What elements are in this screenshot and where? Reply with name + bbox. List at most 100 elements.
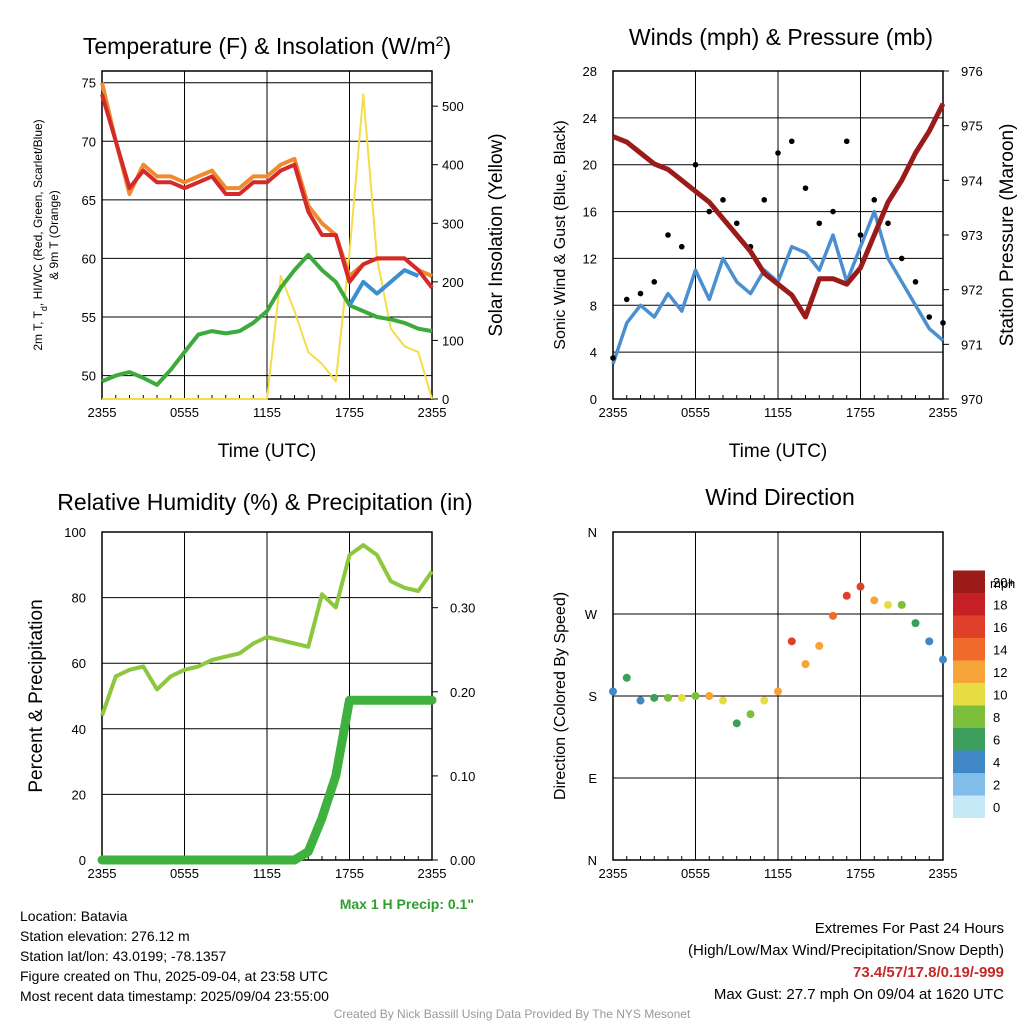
temp-ylabel-right: Solar Insolation (Yellow): [486, 133, 507, 336]
rh-panel: Relative Humidity (%) & Precipitation (i…: [26, 489, 475, 881]
rh-y2tick-label: 0.10: [450, 769, 475, 784]
extremes-fields: (High/Low/Max Wind/Precipitation/Snow De…: [688, 942, 1004, 959]
winds-gust-point: [775, 150, 781, 156]
colorbar-swatch: [953, 728, 985, 751]
rh-xtick-label: 1155: [253, 866, 281, 881]
winds-gust-point: [857, 232, 864, 238]
winds-gust-point: [678, 243, 685, 250]
winds-xtick-label: 1155: [764, 405, 792, 420]
wdir-xtick-label: 0555: [681, 866, 710, 881]
temp-xtick-label: 0555: [170, 405, 199, 420]
wdir-ytick-label: N: [588, 853, 597, 868]
temp-series-line: [101, 252, 433, 387]
winds-gust-point: [720, 197, 726, 203]
wdir-xtick-label: 1755: [846, 866, 875, 881]
colorbar-swatch: [953, 593, 985, 616]
rh-xtick-label: 2355: [88, 866, 117, 881]
winds-xtick-label: 0555: [681, 405, 710, 420]
winds-gust-point: [788, 138, 795, 145]
winds-ytick-label: 12: [583, 251, 597, 266]
wdir-point: [774, 687, 782, 696]
colorbar-label: 16: [993, 620, 1007, 635]
temp-ytick-label: 75: [82, 76, 96, 91]
winds-gust-point: [816, 220, 823, 227]
temp-title-sup: 2: [436, 33, 444, 49]
wdir-point: [746, 710, 755, 719]
winds-title: Winds (mph) & Pressure (mb): [629, 24, 933, 50]
winds-gust-point: [940, 320, 946, 326]
rh-y2tick-label: 0.00: [450, 853, 475, 868]
wdir-point: [636, 696, 645, 705]
temp-y2tick-label: 500: [442, 99, 464, 114]
credit-text: Created By Nick Bassill Using Data Provi…: [333, 1007, 691, 1021]
wdir-xtick-label: 1155: [764, 866, 792, 881]
winds-ytick-label: 28: [583, 64, 597, 79]
temp-xtick-label: 2355: [88, 405, 117, 420]
temp-title: Temperature (F) & Insolation (W/m2): [83, 33, 451, 59]
colorbar-swatch: [953, 570, 985, 593]
winds-ytick-label: 4: [590, 345, 597, 360]
rh-ytick-label: 20: [72, 787, 86, 802]
station-info: Location: Batavia Station elevation: 276…: [20, 906, 329, 1006]
temp-xtick-label: 1155: [253, 405, 281, 420]
location-text: Location: Batavia: [20, 908, 128, 924]
latlon-text: Station lat/lon: 43.0199; -78.1357: [20, 948, 227, 964]
colorbar-swatch: [953, 638, 985, 661]
wdir-point: [732, 719, 741, 728]
temp-y2tick-label: 200: [442, 275, 464, 290]
rh-ytick-label: 100: [64, 525, 86, 540]
winds-gust-point: [898, 255, 905, 262]
extremes-values: 73.4/57/17.8/0.19/-999: [853, 964, 1004, 981]
winds-xtick-label: 1755: [846, 405, 875, 420]
wdir-point: [650, 693, 659, 702]
elevation-text: Station elevation: 276.12 m: [20, 928, 190, 944]
temp-series-line: [100, 93, 434, 289]
wdir-point: [760, 696, 769, 705]
rh-ylabel: Percent & Precipitation: [26, 599, 47, 792]
winds-gust-point: [706, 208, 713, 215]
winds-gust-point: [610, 355, 616, 361]
colorbar-swatch: [953, 705, 985, 728]
temp-xtick-label: 2355: [418, 405, 447, 420]
winds-ytick-label: 24: [583, 111, 597, 126]
wdir-point: [815, 641, 824, 650]
wdir-point: [787, 637, 796, 646]
winds-xtick-label: 2355: [599, 405, 628, 420]
colorbar-label: 14: [993, 642, 1007, 657]
colorbar-swatch: [953, 683, 985, 706]
max-gust-text: Max Gust: 27.7 mph On 09/04 at 1620 UTC: [713, 986, 1004, 1003]
wdir-point: [622, 673, 631, 682]
colorbar-label: 10: [993, 687, 1007, 702]
temp-y2tick-label: 100: [442, 333, 464, 348]
wdir-ytick-label: E: [588, 771, 597, 786]
winds-gust-point: [761, 197, 768, 203]
temp-ylabel-sub: d: [39, 306, 49, 311]
wdir-point: [939, 655, 947, 664]
wdir-point: [897, 600, 906, 609]
winds-xtick-label: 2355: [929, 405, 958, 420]
rh-title: Relative Humidity (%) & Precipitation (i…: [57, 489, 472, 515]
temp-y2tick-label: 0: [442, 392, 449, 407]
wdir-point: [870, 596, 879, 605]
temp-ytick-label: 70: [82, 134, 96, 149]
temp-y2tick-label: 300: [442, 216, 464, 231]
winds-gust-point: [651, 279, 658, 285]
rh-ytick-label: 40: [72, 722, 86, 737]
wdir-ytick-label: S: [588, 689, 597, 704]
temp-xtick-label: 1755: [335, 405, 364, 420]
winds-gust-point: [637, 290, 644, 297]
rh-y2tick-label: 0.30: [450, 601, 475, 616]
wdir-point: [705, 692, 714, 700]
colorbar-label: 8: [993, 710, 1000, 725]
wdir-xtick-label: 2355: [599, 866, 628, 881]
rh-ytick-label: 0: [79, 853, 86, 868]
temp-ytick-label: 60: [82, 251, 96, 266]
winds-y2tick-label: 976: [961, 64, 983, 79]
rh-xtick-label: 2355: [418, 866, 447, 881]
wdir-ytick-label: W: [585, 607, 598, 622]
wdir-xtick-label: 2355: [929, 866, 958, 881]
wdir-point: [691, 692, 700, 700]
temp-ytick-label: 65: [82, 193, 96, 208]
rh-xtick-label: 1755: [335, 866, 364, 881]
